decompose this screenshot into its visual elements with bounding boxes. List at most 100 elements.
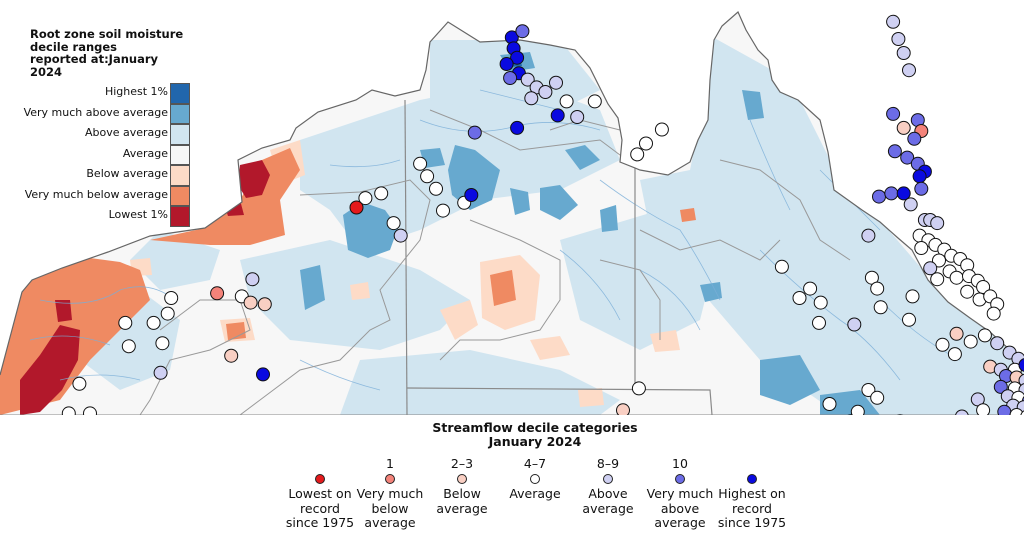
station-marker-average	[960, 284, 975, 299]
moisture-legend-swatch	[170, 206, 190, 227]
streamflow-legend-code: 4–7	[523, 456, 547, 471]
streamflow-legend-code	[707, 457, 797, 471]
streamflow-legend-dot	[747, 474, 757, 484]
station-marker-highest	[896, 186, 911, 201]
station-marker-highest	[912, 169, 927, 184]
station-marker-average	[164, 291, 179, 305]
moisture-legend-swatch	[170, 144, 190, 165]
streamflow-legend-label: average	[436, 500, 488, 516]
moisture-legend-row: Highest 1%	[30, 83, 190, 104]
moisture-legend-row: Below average	[30, 165, 190, 186]
station-marker-average	[914, 241, 929, 255]
streamflow-legend-dot	[315, 474, 325, 484]
streamflow-legend-label: Very much	[646, 486, 714, 501]
moisture-legend-row: Average	[30, 144, 190, 165]
station-marker-above	[896, 46, 911, 60]
station-marker-vmabove	[884, 186, 899, 201]
station-marker-average	[812, 315, 826, 330]
station-marker-below	[949, 326, 964, 341]
station-marker-above	[902, 63, 916, 78]
moisture-legend-title-line-2: decile ranges	[30, 39, 118, 54]
station-marker-above	[903, 197, 918, 212]
station-marker-average	[72, 376, 87, 391]
streamflow-legend-label: Below	[443, 486, 481, 501]
station-marker-average	[963, 334, 978, 349]
station-marker-below	[243, 295, 258, 310]
streamflow-legend-item: 2–3 Below average	[417, 457, 507, 516]
station-marker-above	[570, 110, 585, 124]
moisture-legend-label: Very much above average	[23, 105, 168, 119]
streamflow-legend-label: record	[300, 500, 340, 516]
station-marker-vmabove	[914, 181, 929, 196]
streamflow-legend-label: Lowest on	[288, 486, 352, 501]
streamflow-legend-label: above	[660, 500, 700, 516]
streamflow-stations	[61, 14, 1024, 477]
station-marker-average	[654, 122, 669, 137]
station-marker-highest	[510, 50, 525, 65]
moisture-legend-row: Very much below average	[25, 185, 190, 206]
station-marker-vmabove	[887, 144, 902, 159]
station-marker-above	[524, 91, 539, 106]
streamflow-legend-label: below	[371, 500, 409, 516]
soil-moisture-map	[0, 11, 1024, 477]
station-marker-above	[891, 32, 906, 46]
station-marker-average	[813, 295, 828, 310]
station-marker-average	[792, 291, 807, 305]
streamflow-legend-item: 8–9 Above average	[563, 457, 653, 516]
station-marker-average	[160, 306, 175, 321]
station-marker-average	[420, 169, 435, 184]
streamflow-legend-item: Highest on record since 1975	[707, 457, 797, 531]
streamflow-legend-label: Very much	[356, 486, 424, 501]
station-marker-average	[905, 289, 920, 304]
station-marker-vmabove	[515, 24, 530, 39]
station-marker-average	[822, 397, 837, 411]
moisture-legend-label: Lowest 1%	[108, 208, 168, 221]
streamflow-legend-dot	[385, 474, 395, 484]
moisture-legend-swatch	[170, 83, 190, 104]
station-marker-above	[538, 85, 553, 99]
moisture-legend-title-line-3: reported at:January 2024	[30, 52, 159, 79]
station-marker-below	[896, 120, 911, 135]
streamflow-legend-dot	[530, 474, 540, 484]
station-marker-vmabove	[900, 150, 915, 165]
streamflow-legend-label: since 1975	[717, 515, 787, 530]
streamflow-legend-label: Highest on	[718, 486, 786, 501]
station-marker-vmabove	[907, 131, 922, 146]
moisture-legend-swatch	[170, 103, 190, 124]
station-marker-average	[374, 186, 389, 201]
streamflow-legend-label: average	[582, 500, 634, 516]
moisture-legend-row: Very much above average	[24, 103, 190, 124]
streamflow-legend-code: 1	[386, 456, 394, 471]
station-marker-vmabove	[993, 379, 1008, 394]
station-marker-highest	[256, 367, 270, 382]
station-marker-highest	[499, 57, 514, 71]
moisture-legend-row: Above average	[30, 124, 190, 145]
station-marker-average	[429, 181, 443, 196]
moisture-legend-label: Highest 1%	[104, 85, 168, 98]
station-marker-average	[930, 272, 945, 287]
station-marker-above	[245, 272, 260, 287]
station-marker-average	[155, 336, 170, 351]
moisture-legend-swatch	[170, 165, 190, 186]
station-marker-average	[630, 147, 645, 162]
station-marker-average	[902, 312, 916, 327]
station-marker-vmabove	[886, 106, 901, 121]
station-marker-average	[861, 383, 876, 397]
station-marker-average	[935, 337, 950, 352]
station-marker-average	[870, 281, 885, 296]
streamflow-legend-label: Above	[588, 486, 628, 501]
station-marker-above	[549, 75, 563, 90]
station-marker-average	[639, 136, 653, 151]
station-marker-average	[774, 259, 789, 274]
streamflow-legend-label: average	[364, 515, 416, 530]
moisture-legend-label: Below average	[86, 167, 168, 180]
station-marker-average	[631, 381, 646, 396]
station-marker-above	[990, 336, 1005, 351]
station-marker-average	[436, 203, 450, 218]
station-marker-above	[153, 365, 168, 380]
station-marker-above	[930, 216, 945, 231]
streamflow-legend-code: 2–3	[450, 456, 474, 471]
station-marker-average	[118, 315, 133, 330]
streamflow-legend-label: record	[732, 500, 772, 516]
station-marker-average	[413, 156, 428, 171]
